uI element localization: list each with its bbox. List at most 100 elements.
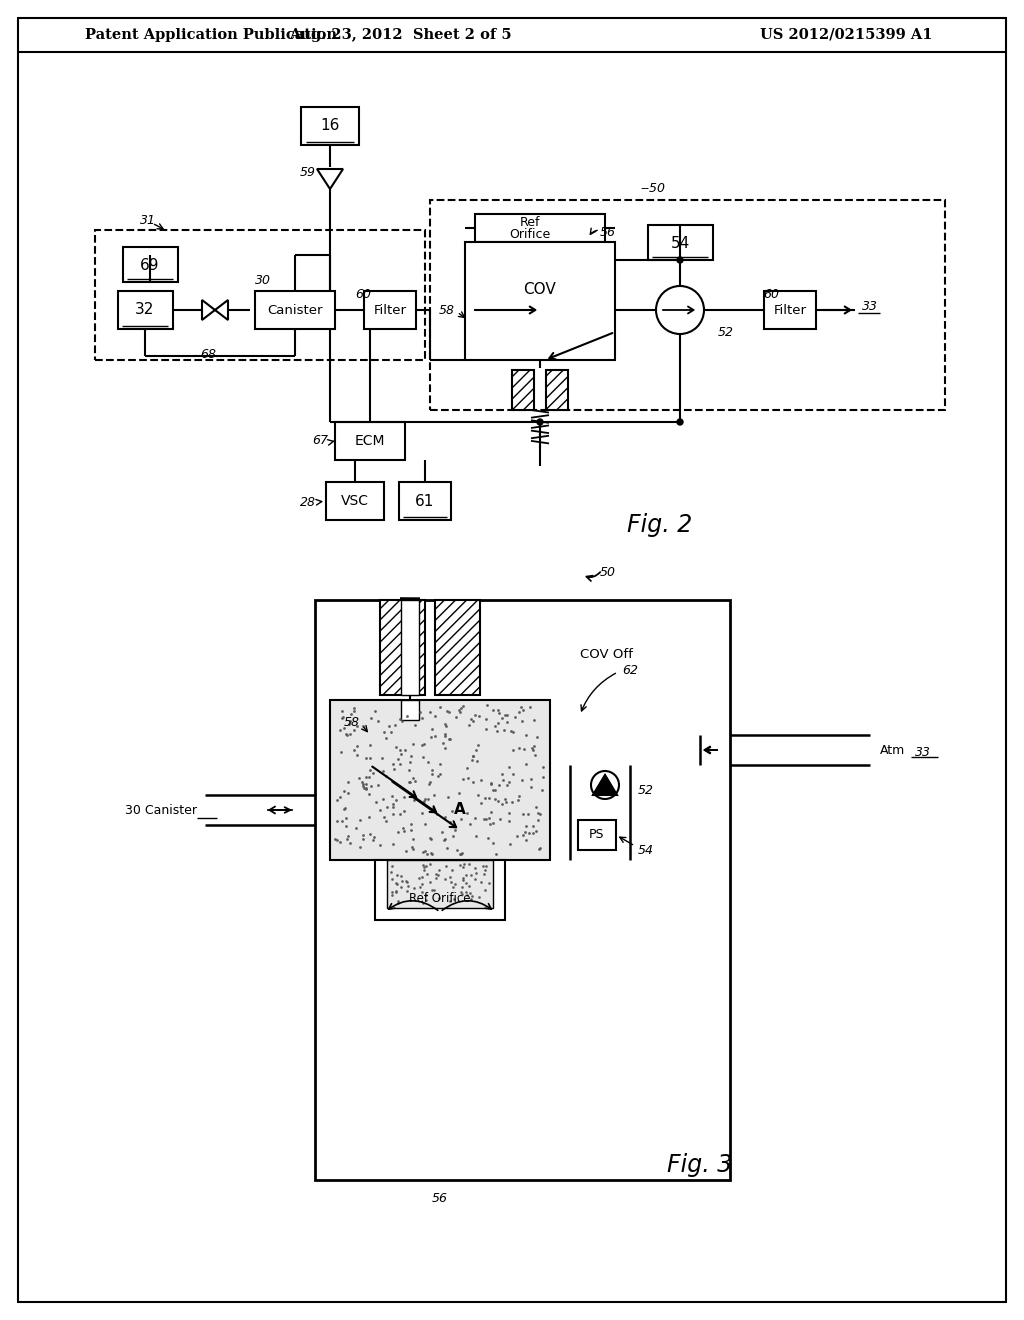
Point — [505, 739, 521, 760]
Point — [451, 783, 467, 804]
Point — [352, 809, 369, 830]
Text: 69: 69 — [140, 257, 160, 272]
Point — [383, 721, 399, 742]
Point — [470, 734, 486, 755]
Point — [402, 813, 419, 834]
Text: 30: 30 — [255, 273, 271, 286]
Point — [360, 784, 377, 805]
Point — [455, 876, 471, 898]
Point — [362, 824, 379, 845]
Point — [528, 726, 545, 747]
Point — [406, 838, 422, 859]
Point — [340, 772, 356, 793]
Point — [376, 721, 392, 742]
Point — [390, 748, 407, 770]
Circle shape — [677, 257, 683, 263]
Point — [424, 879, 440, 900]
Point — [407, 714, 423, 735]
Point — [452, 701, 468, 722]
Point — [490, 791, 507, 812]
Point — [406, 876, 422, 898]
Text: 32: 32 — [135, 302, 155, 318]
Point — [346, 701, 362, 722]
Point — [499, 705, 515, 726]
Point — [370, 710, 386, 731]
Point — [384, 796, 400, 817]
Bar — [301, 107, 359, 145]
Point — [436, 829, 453, 850]
Point — [416, 857, 432, 878]
Point — [343, 704, 359, 725]
Point — [482, 774, 499, 795]
Point — [436, 738, 453, 759]
Circle shape — [537, 418, 543, 425]
Point — [458, 880, 474, 902]
Point — [516, 739, 532, 760]
Point — [461, 875, 477, 896]
Text: 56: 56 — [600, 226, 616, 239]
Point — [342, 833, 358, 854]
Point — [387, 880, 403, 902]
Point — [501, 756, 517, 777]
Point — [349, 735, 366, 756]
Point — [389, 865, 406, 886]
Point — [477, 855, 494, 876]
Point — [496, 719, 512, 741]
Point — [334, 708, 350, 729]
Point — [456, 870, 472, 891]
Point — [447, 706, 464, 727]
Point — [357, 766, 374, 787]
Point — [461, 854, 477, 875]
Point — [365, 763, 381, 784]
Point — [338, 723, 354, 744]
Point — [395, 817, 412, 838]
Bar — [401, 601, 419, 696]
Point — [404, 734, 421, 755]
Point — [495, 708, 511, 729]
Circle shape — [677, 418, 683, 425]
Point — [514, 710, 530, 731]
Text: 16: 16 — [321, 119, 340, 133]
Text: 62: 62 — [622, 664, 638, 676]
Point — [520, 822, 537, 843]
Point — [434, 733, 451, 754]
Point — [524, 816, 541, 837]
Polygon shape — [593, 775, 617, 795]
Bar — [399, 482, 451, 520]
Point — [337, 797, 353, 818]
Point — [441, 891, 458, 912]
Point — [417, 841, 433, 862]
Point — [513, 770, 529, 791]
Point — [490, 713, 507, 734]
Point — [430, 859, 446, 880]
Point — [518, 754, 535, 775]
Point — [393, 710, 410, 731]
Point — [391, 739, 408, 760]
Text: 52: 52 — [638, 784, 654, 796]
Point — [463, 888, 479, 909]
Point — [375, 788, 391, 809]
Point — [454, 842, 470, 863]
Bar — [335, 422, 406, 459]
Point — [420, 788, 436, 809]
Point — [438, 855, 455, 876]
Point — [459, 756, 475, 777]
Point — [518, 814, 535, 836]
Point — [332, 719, 348, 741]
Text: 31: 31 — [140, 214, 156, 227]
Point — [468, 862, 484, 883]
Point — [379, 796, 395, 817]
Point — [384, 785, 400, 807]
Point — [419, 863, 435, 884]
Text: ECM: ECM — [354, 434, 385, 447]
Point — [477, 859, 494, 880]
Point — [463, 865, 479, 886]
Point — [449, 840, 465, 861]
Point — [401, 759, 418, 780]
Text: US 2012/0215399 A1: US 2012/0215399 A1 — [760, 28, 933, 42]
Bar — [375, 861, 505, 920]
Point — [467, 869, 483, 890]
Point — [395, 787, 412, 808]
Circle shape — [656, 286, 705, 334]
Point — [485, 779, 502, 800]
